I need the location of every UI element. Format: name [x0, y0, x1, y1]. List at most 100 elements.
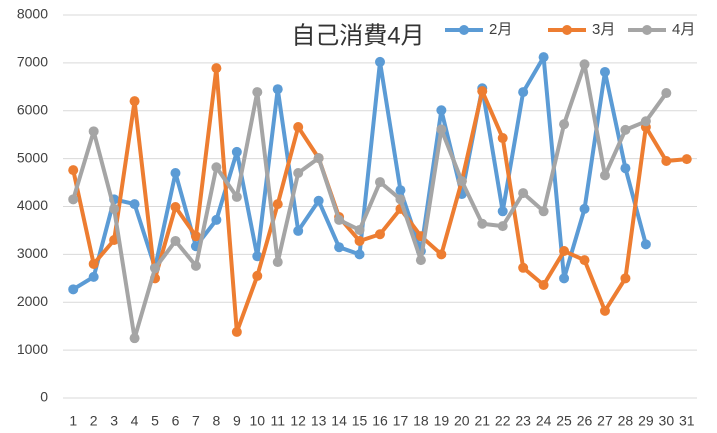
data-point: [681, 154, 692, 165]
x-tick-label: 21: [474, 413, 490, 429]
data-point: [620, 124, 631, 135]
data-point: [640, 116, 651, 127]
data-point: [497, 206, 508, 217]
data-point: [538, 206, 549, 217]
data-point: [599, 66, 610, 77]
data-point: [231, 191, 242, 202]
x-tick-label: 19: [434, 413, 450, 429]
x-tick-label: 27: [597, 413, 613, 429]
x-tick-label: 16: [372, 413, 388, 429]
data-point: [375, 177, 385, 188]
y-tick-label: 5000: [17, 149, 48, 165]
data-point: [68, 194, 79, 205]
x-tick-label: 8: [212, 413, 220, 429]
data-point: [129, 333, 140, 344]
data-point: [354, 249, 365, 260]
series-line: [71, 66, 687, 334]
x-tick-label: 18: [413, 413, 429, 429]
data-point: [129, 96, 140, 107]
x-tick-label: 4: [131, 413, 139, 429]
legend-label: 4月: [672, 21, 695, 38]
data-point: [272, 84, 283, 95]
data-point: [68, 284, 79, 295]
x-tick-label: 23: [515, 413, 531, 429]
data-point: [313, 195, 324, 206]
data-point: [456, 176, 467, 187]
data-point: [579, 255, 590, 266]
data-point: [538, 280, 549, 291]
data-point: [640, 239, 651, 250]
data-point: [395, 185, 406, 196]
legend-marker: [562, 25, 572, 35]
x-tick-label: 9: [233, 413, 241, 429]
data-point: [231, 146, 242, 157]
y-tick-label: 1000: [17, 341, 48, 357]
legend-marker: [642, 25, 652, 35]
data-point: [599, 305, 610, 316]
data-point: [579, 59, 590, 70]
data-point: [190, 260, 201, 271]
data-point: [109, 203, 120, 214]
y-tick-label: 7000: [17, 54, 48, 70]
data-point: [313, 153, 324, 164]
data-point: [231, 326, 242, 337]
x-tick-label: 30: [659, 413, 675, 429]
x-tick-label: 3: [110, 413, 118, 429]
data-point: [661, 156, 672, 167]
x-tick-label: 22: [495, 413, 511, 429]
data-point: [620, 273, 631, 284]
data-point: [375, 56, 385, 67]
data-point: [293, 225, 304, 236]
data-point: [252, 270, 263, 281]
data-point: [109, 235, 120, 246]
data-point: [150, 263, 161, 274]
x-tick-label: 28: [618, 413, 634, 429]
data-point: [170, 201, 181, 212]
x-tick-label: 7: [192, 413, 200, 429]
data-point: [599, 170, 610, 181]
data-point: [477, 218, 488, 229]
legend-label: 3月: [592, 21, 615, 38]
data-point: [88, 271, 99, 282]
y-tick-label: 3000: [17, 245, 48, 261]
data-point: [518, 87, 529, 98]
data-point: [375, 229, 385, 240]
data-point: [190, 231, 201, 242]
x-tick-label: 10: [250, 413, 266, 429]
x-tick-label: 2: [90, 413, 98, 429]
data-point: [334, 214, 345, 225]
data-point: [170, 235, 181, 246]
data-point: [518, 188, 529, 199]
x-tick-label: 24: [536, 413, 552, 429]
x-tick-label: 29: [638, 413, 654, 429]
data-point: [497, 221, 508, 232]
data-point: [559, 246, 570, 257]
data-point: [272, 199, 283, 210]
x-tick-label: 17: [393, 413, 409, 429]
x-tick-label: 5: [151, 413, 159, 429]
data-point: [334, 242, 345, 253]
data-point: [395, 194, 406, 205]
data-point: [436, 124, 447, 135]
data-point: [88, 126, 99, 137]
data-point: [293, 122, 304, 133]
legend-marker: [459, 25, 469, 35]
data-point: [559, 273, 570, 284]
data-point: [68, 165, 79, 176]
data-point: [88, 258, 99, 269]
x-tick-label: 25: [556, 413, 572, 429]
data-point: [620, 163, 631, 174]
data-point: [436, 105, 447, 116]
data-point: [252, 251, 263, 262]
data-point: [293, 167, 304, 178]
x-tick-label: 1: [69, 413, 77, 429]
y-tick-label: 0: [40, 389, 48, 405]
x-tick-label: 31: [679, 413, 695, 429]
y-tick-label: 8000: [17, 6, 48, 22]
x-tick-label: 6: [172, 413, 180, 429]
series-line: [71, 62, 668, 341]
data-point: [211, 214, 222, 225]
data-point: [211, 63, 222, 74]
data-point: [477, 86, 488, 97]
